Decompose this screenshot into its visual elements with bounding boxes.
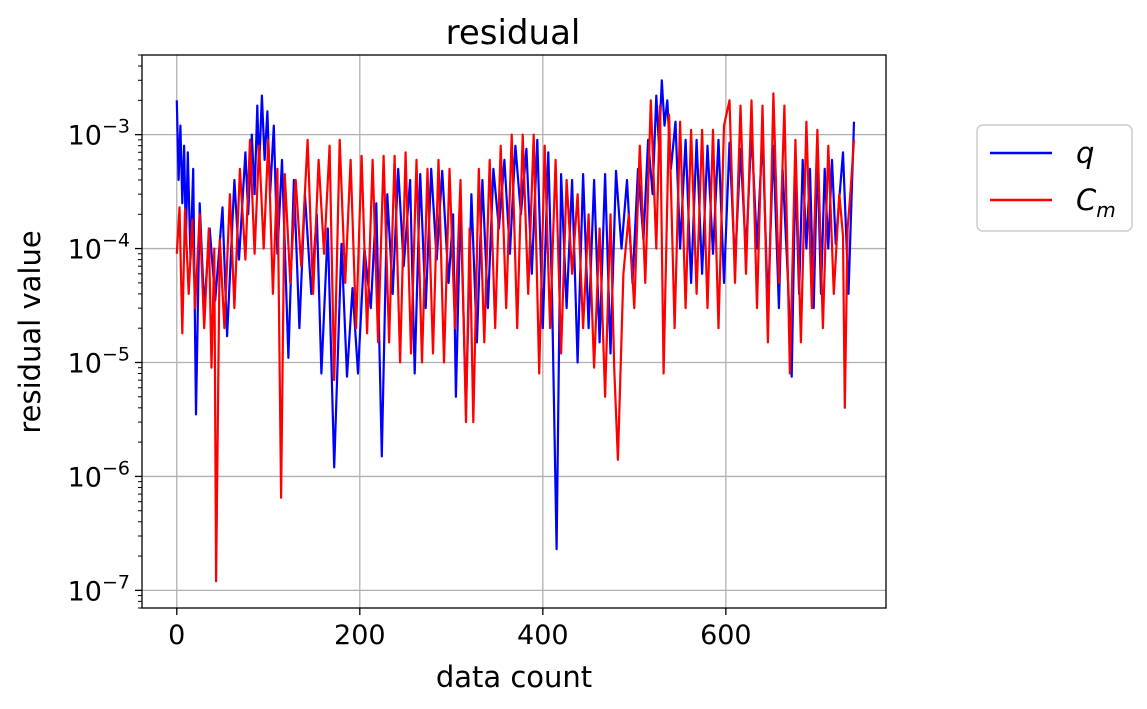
legend-label-subscript: m bbox=[1096, 198, 1115, 222]
y-tick-exponent: −7 bbox=[102, 571, 130, 593]
y-tick-label: 10−6 bbox=[68, 457, 130, 493]
x-tick-label: 400 bbox=[517, 620, 569, 651]
x-axis-ticks: 0 200 400 600 bbox=[168, 608, 752, 651]
y-tick-base: 10 bbox=[68, 348, 102, 379]
y-axis-ticks: 10−710−610−510−410−3 bbox=[68, 54, 142, 609]
x-tick-label: 600 bbox=[700, 620, 752, 651]
y-tick-base: 10 bbox=[68, 462, 102, 493]
y-tick-exponent: −3 bbox=[102, 116, 130, 138]
legend-label: Cm bbox=[1076, 183, 1116, 222]
y-tick-base: 10 bbox=[68, 121, 102, 152]
plot-frame bbox=[141, 54, 887, 609]
y-axis-label: residual value bbox=[13, 230, 47, 433]
y-tick-label: 10−4 bbox=[68, 230, 130, 266]
y-tick-label: 10−7 bbox=[68, 571, 130, 607]
y-tick-base: 10 bbox=[68, 235, 102, 266]
y-tick-exponent: −4 bbox=[102, 230, 130, 252]
x-tick-label: 200 bbox=[334, 620, 386, 651]
y-tick-exponent: −6 bbox=[102, 457, 130, 479]
legend-label: q bbox=[1076, 136, 1094, 170]
series-line-C bbox=[175, 92, 856, 583]
y-tick-label: 10−3 bbox=[68, 116, 130, 152]
y-tick-label: 10−5 bbox=[68, 343, 130, 379]
x-tick-label: 0 bbox=[168, 620, 185, 651]
series-lines bbox=[175, 79, 856, 583]
y-tick-exponent: −5 bbox=[102, 343, 130, 365]
legend-label-name: C bbox=[1076, 183, 1097, 217]
x-axis-label: data count bbox=[436, 660, 592, 694]
y-tick-base: 10 bbox=[68, 576, 102, 607]
legend: qCm bbox=[976, 124, 1133, 232]
chart-title: residual bbox=[446, 13, 581, 53]
legend-box bbox=[976, 124, 1133, 232]
legend-label-name: q bbox=[1076, 136, 1094, 170]
